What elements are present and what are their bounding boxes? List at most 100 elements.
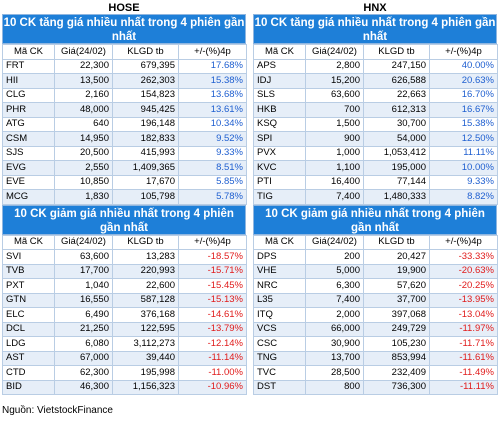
- change-percent-cell: -11.49%: [429, 365, 498, 381]
- table-row: BID 46,300 1,156,323 -10.96%: [2, 379, 247, 395]
- stock-code-cell: LDG: [2, 336, 55, 352]
- price-cell: 6,490: [54, 307, 113, 323]
- hnx-losers-table: Mã CK Giá(24/02) KLGD tb +/-(%)4p DPS 200 20,4…: [253, 234, 498, 396]
- price-cell: 13,700: [305, 350, 364, 366]
- avg-volume-cell: 626,588: [363, 73, 430, 89]
- avg-volume-cell: 20,427: [363, 249, 430, 265]
- avg-volume-cell: 249,729: [363, 321, 430, 337]
- avg-volume-cell: 3,112,273: [112, 336, 179, 352]
- avg-volume-cell: 105,798: [112, 189, 179, 205]
- price-cell: 1,100: [305, 160, 364, 176]
- table-row: EVE 10,850 17,670 5.85%: [2, 174, 247, 190]
- change-percent-cell: 9.33%: [178, 145, 247, 161]
- change-percent-cell: -14.61%: [178, 307, 247, 323]
- stock-code-cell: ITQ: [253, 307, 306, 323]
- price-cell: 5,000: [305, 263, 364, 279]
- price-cell: 16,550: [54, 292, 113, 308]
- stock-code-cell: CTD: [2, 365, 55, 381]
- stock-code-cell: PHR: [2, 102, 55, 118]
- avg-volume-cell: 853,994: [363, 350, 430, 366]
- price-cell: 2,550: [54, 160, 113, 176]
- price-cell: 1,830: [54, 189, 113, 205]
- price-cell: 21,250: [54, 321, 113, 337]
- price-cell: 63,600: [305, 87, 364, 103]
- change-percent-cell: -11.11%: [429, 379, 498, 395]
- change-percent-cell: 10.00%: [429, 160, 498, 176]
- table-row: CTD 62,300 195,998 -11.00%: [2, 365, 247, 381]
- avg-volume-cell: 30,700: [363, 116, 430, 132]
- table-row: SPI 900 54,000 12.50%: [253, 131, 498, 147]
- table-row: HKB 700 612,313 16.67%: [253, 102, 498, 118]
- table-row: SVI 63,600 13,283 -18.57%: [2, 249, 247, 265]
- price-cell: 1,040: [54, 278, 113, 294]
- table-row: NRC 6,300 57,620 -20.25%: [253, 278, 498, 294]
- avg-volume-cell: 196,148: [112, 116, 179, 132]
- change-percent-cell: 20.63%: [429, 73, 498, 89]
- stock-code-cell: FRT: [2, 58, 55, 74]
- table-row: EVG 2,550 1,409,365 8.51%: [2, 160, 247, 176]
- change-percent-cell: 11.11%: [429, 145, 498, 161]
- change-percent-cell: -13.95%: [429, 292, 498, 308]
- avg-volume-cell: 945,425: [112, 102, 179, 118]
- stock-code-cell: L35: [253, 292, 306, 308]
- hose-losers-title: 10 CK giảm giá nhiều nhất trong 4 phiên …: [2, 204, 246, 235]
- change-percent-cell: 16.67%: [429, 102, 498, 118]
- stock-code-cell: SJS: [2, 145, 55, 161]
- change-percent-cell: -20.25%: [429, 278, 498, 294]
- table-row: FRT 22,300 679,395 17.68%: [2, 58, 247, 74]
- table-row: TNG 13,700 853,994 -11.61%: [253, 350, 498, 366]
- hnx-gainers-title: 10 CK tăng giá nhiều nhất trong 4 phiên …: [253, 14, 497, 44]
- stock-code-cell: SLS: [253, 87, 306, 103]
- avg-volume-cell: 37,700: [363, 292, 430, 308]
- column-header: KLGD tb: [112, 234, 179, 250]
- stock-code-cell: PTI: [253, 174, 306, 190]
- table-row: TVC 28,500 232,409 -11.49%: [253, 365, 498, 381]
- avg-volume-cell: 415,993: [112, 145, 179, 161]
- change-percent-cell: 8.51%: [178, 160, 247, 176]
- change-percent-cell: -11.61%: [429, 350, 498, 366]
- stock-code-cell: GTN: [2, 292, 55, 308]
- change-percent-cell: -11.71%: [429, 336, 498, 352]
- stock-code-cell: TVB: [2, 263, 55, 279]
- column-header: KLGD tb: [363, 44, 430, 60]
- stock-code-cell: APS: [253, 58, 306, 74]
- stock-code-cell: AST: [2, 350, 55, 366]
- change-percent-cell: 13.61%: [178, 102, 247, 118]
- avg-volume-cell: 220,993: [112, 263, 179, 279]
- avg-volume-cell: 22,663: [363, 87, 430, 103]
- column-header: Giá(24/02): [54, 234, 113, 250]
- column-header: Mã CK: [253, 44, 306, 60]
- change-percent-cell: -15.71%: [178, 263, 247, 279]
- price-cell: 20,500: [54, 145, 113, 161]
- table-row: DPS 200 20,427 -33.33%: [253, 249, 498, 265]
- stock-code-cell: DCL: [2, 321, 55, 337]
- stock-code-cell: NRC: [253, 278, 306, 294]
- stock-code-cell: KSQ: [253, 116, 306, 132]
- stock-code-cell: TIG: [253, 189, 306, 205]
- hose-exchange-label: HOSE: [108, 2, 140, 14]
- table-row: TIG 7,400 1,480,333 8.82%: [253, 189, 498, 205]
- price-cell: 2,000: [305, 307, 364, 323]
- avg-volume-cell: 247,150: [363, 58, 430, 74]
- change-percent-cell: 12.50%: [429, 131, 498, 147]
- table-row: IDJ 15,200 626,588 20.63%: [253, 73, 498, 89]
- column-header: Giá(24/02): [305, 234, 364, 250]
- price-cell: 7,400: [305, 292, 364, 308]
- table-row: ATG 640 196,148 10.34%: [2, 116, 247, 132]
- change-percent-cell: 15.38%: [429, 116, 498, 132]
- avg-volume-cell: 1,156,323: [112, 379, 179, 395]
- avg-volume-cell: 262,303: [112, 73, 179, 89]
- table-row: CSM 14,950 182,833 9.52%: [2, 131, 247, 147]
- price-cell: 17,700: [54, 263, 113, 279]
- avg-volume-cell: 77,144: [363, 174, 430, 190]
- hnx-exchange-label: HNX: [363, 2, 387, 14]
- stock-code-cell: CLG: [2, 87, 55, 103]
- price-cell: 1,000: [305, 145, 364, 161]
- table-row: HII 13,500 262,303 15.38%: [2, 73, 247, 89]
- stock-code-cell: CSC: [253, 336, 306, 352]
- stock-code-cell: CSM: [2, 131, 55, 147]
- hnx-panel: 10 CK tăng giá nhiều nhất trong 4 phiên …: [253, 14, 498, 396]
- change-percent-cell: -13.04%: [429, 307, 498, 323]
- column-header: +/-(%)4p: [429, 44, 498, 60]
- table-row: LDG 6,080 3,112,273 -12.14%: [2, 336, 247, 352]
